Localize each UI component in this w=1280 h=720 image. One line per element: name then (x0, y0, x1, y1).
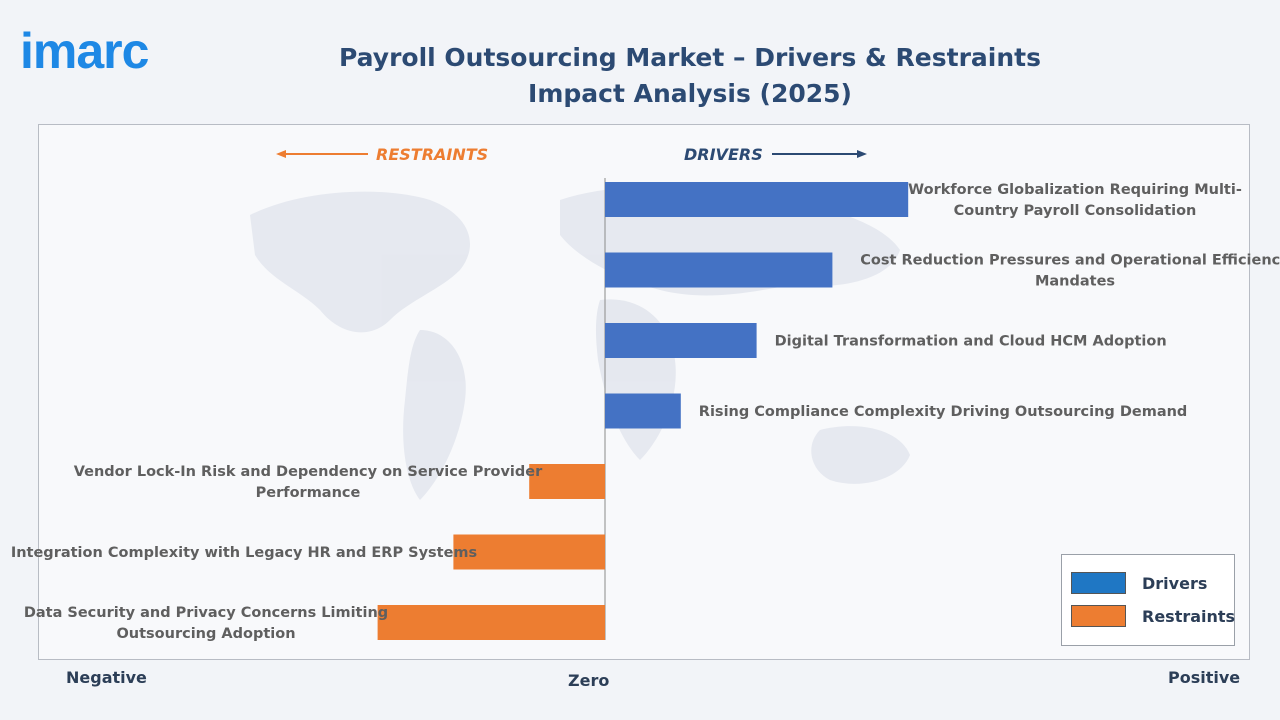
bars-group (377, 182, 909, 640)
driver-bar-3 (605, 323, 757, 358)
restraints-arrow (276, 150, 368, 158)
legend-swatch-restraints (1071, 605, 1126, 627)
restraint-bar-1 (529, 464, 605, 499)
driver-bar-2 (605, 252, 833, 288)
axis-label-zero: Zero (568, 671, 610, 690)
chart-legend: Drivers Restraints (1061, 554, 1235, 646)
bar-label-7: Data Security and Privacy Concerns Limit… (24, 605, 388, 642)
bar-labels-group: Workforce Globalization Requiring Multi-… (11, 182, 1280, 642)
drivers-arrow (772, 150, 867, 158)
restraint-bar-3 (377, 605, 605, 640)
legend-label-restraints: Restraints (1142, 606, 1236, 626)
drivers-label: DRIVERS (684, 145, 763, 164)
bar-label-4: Rising Compliance Complexity Driving Out… (699, 404, 1188, 420)
chart-title: Payroll Outsourcing Market – Drivers & R… (339, 43, 1041, 108)
imarc-logo: imarc (20, 23, 149, 79)
bar-label-2: Cost Reduction Pressures and Operational… (860, 253, 1280, 290)
bar-label-3: Digital Transformation and Cloud HCM Ado… (775, 334, 1167, 350)
restraint-bar-2 (453, 534, 605, 570)
axis-label-negative: Negative (66, 668, 147, 687)
legend-label-drivers: Drivers (1142, 573, 1208, 593)
bar-label-1: Workforce Globalization Requiring Multi-… (908, 182, 1242, 219)
driver-bar-4 (605, 393, 681, 429)
axis-label-positive: Positive (1168, 668, 1241, 687)
legend-item-drivers: Drivers (1071, 572, 1207, 594)
driver-bar-1 (605, 182, 909, 217)
restraints-label: RESTRAINTS (376, 145, 488, 164)
bar-label-6: Integration Complexity with Legacy HR an… (11, 545, 477, 561)
bar-label-5: Vendor Lock-In Risk and Dependency on Se… (74, 464, 543, 501)
legend-swatch-drivers (1071, 572, 1126, 594)
legend-item-restraints: Restraints (1071, 605, 1235, 627)
